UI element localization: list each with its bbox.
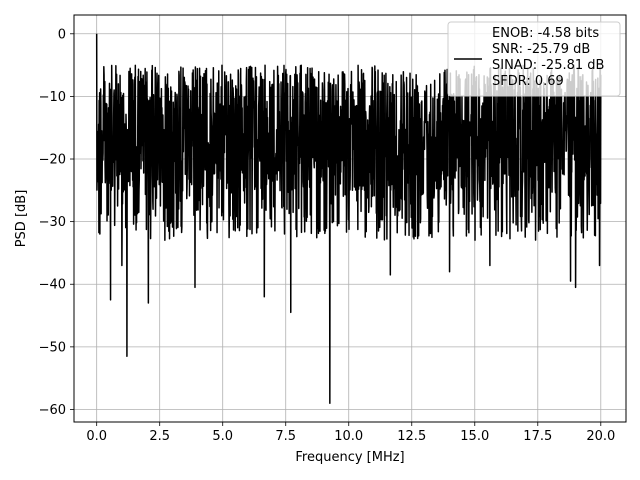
legend: ENOB: -4.58 bits SNR: -25.79 dB SINAD: -… xyxy=(447,21,621,97)
x-tick-label: 10.0 xyxy=(334,429,363,444)
psd-series xyxy=(95,33,602,404)
y-tick-label: −20 xyxy=(39,153,66,168)
x-axis-label: Frequency [MHz] xyxy=(295,450,404,465)
y-tick-label: −30 xyxy=(39,215,66,230)
y-tick-label: −10 xyxy=(39,90,66,105)
x-tick-label: 0.0 xyxy=(86,429,107,444)
x-tick-label: 2.5 xyxy=(149,429,170,444)
x-tick-label: 12.5 xyxy=(397,429,426,444)
legend-entry-snr: SNR: -25.79 dB xyxy=(492,42,590,57)
x-tick-label: 20.0 xyxy=(586,429,615,444)
plot-frame xyxy=(73,14,627,423)
legend-entry-sfdr: SFDR: 0.69 xyxy=(492,74,564,89)
x-tick-label: 15.0 xyxy=(460,429,489,444)
y-tick-label: −50 xyxy=(39,340,66,355)
legend-entry-enob: ENOB: -4.58 bits xyxy=(492,26,599,41)
legend-box xyxy=(447,21,621,97)
psd-series-line xyxy=(95,33,602,404)
y-tick-label: −60 xyxy=(39,403,66,418)
x-tick-label: 17.5 xyxy=(523,429,552,444)
legend-entry-sinad: SINAD: -25.81 dB xyxy=(492,58,604,73)
y-tick-label: 0 xyxy=(58,27,66,42)
y-tick-label: −40 xyxy=(39,278,66,293)
x-axis-ticks: 0.0 2.5 5.0 7.5 10.0 12.5 15.0 17.5 20.0 xyxy=(86,422,615,444)
x-tick-label: 7.5 xyxy=(275,429,296,444)
x-tick-label: 5.0 xyxy=(212,429,233,444)
y-axis-label: PSD [dB] xyxy=(14,190,29,248)
y-axis-ticks: 0 −10 −20 −30 −40 −50 −60 xyxy=(39,27,74,418)
